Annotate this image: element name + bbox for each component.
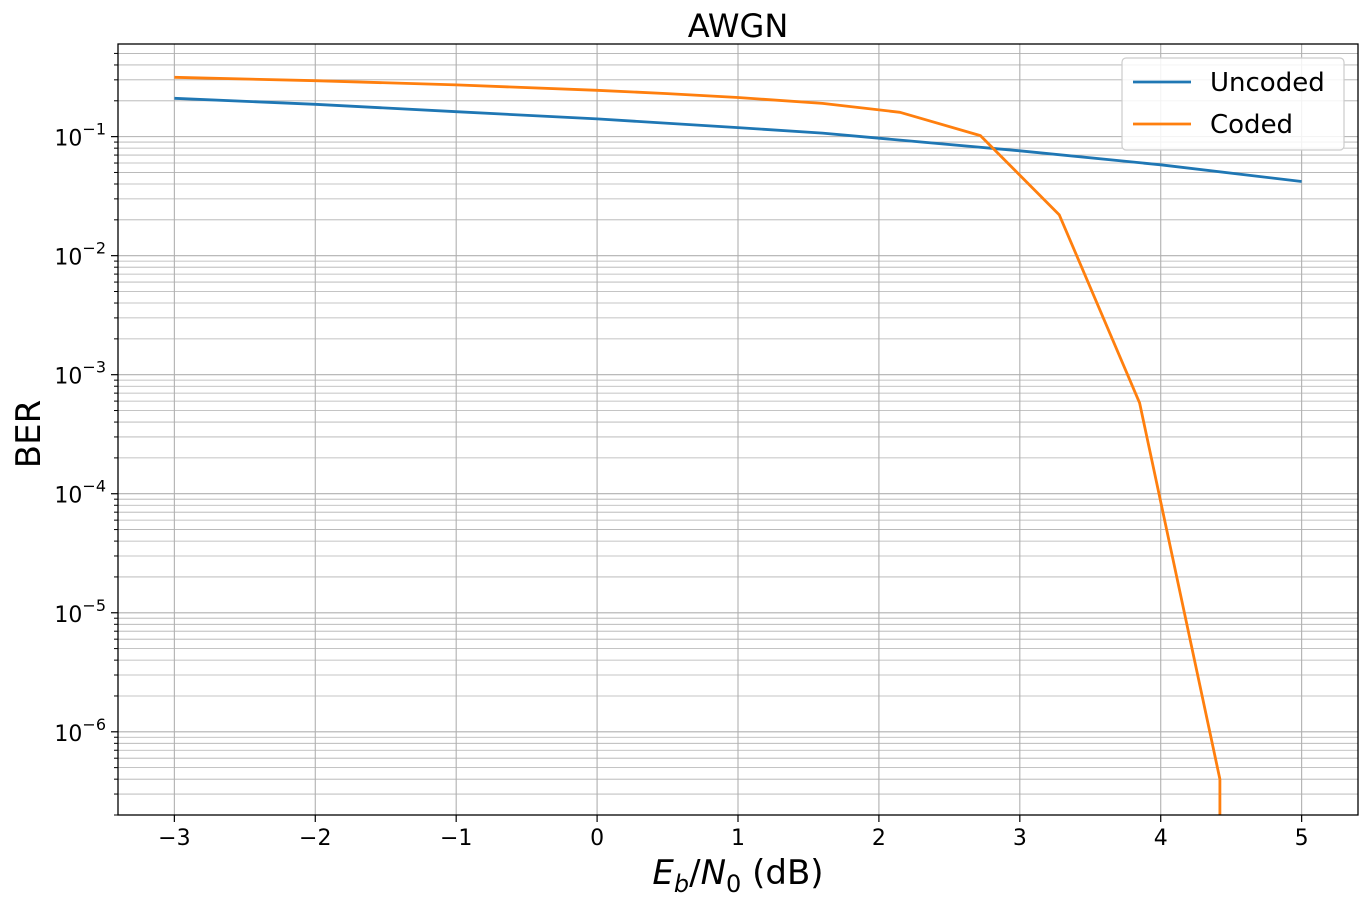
y-tick-label: 10−3 <box>54 358 106 390</box>
y-tick-label: 10−5 <box>54 596 106 628</box>
y-axis-ticks: 10−1 10−2 10−3 10−4 10−5 10−6 <box>54 52 118 816</box>
x-tick-label: −2 <box>299 826 331 851</box>
x-axis-label-var2: N <box>701 853 726 893</box>
x-tick-label: 1 <box>731 826 745 851</box>
y-axis-label: BER <box>9 400 49 468</box>
legend-label-coded: Coded <box>1210 110 1293 140</box>
x-tick-label: −1 <box>440 826 472 851</box>
chart-title: AWGN <box>688 7 789 45</box>
legend-label-uncoded: Uncoded <box>1210 68 1325 98</box>
x-tick-label: 4 <box>1154 826 1168 851</box>
y-tick-label: 10−4 <box>54 477 106 509</box>
x-axis-ticks: −3 −2 −1 0 1 2 3 4 5 <box>158 815 1309 851</box>
major-grid <box>118 44 1358 815</box>
x-tick-label: 5 <box>1295 826 1309 851</box>
x-axis-label-unit: (dB) <box>741 853 823 893</box>
x-axis-label-sub1: b <box>674 870 689 898</box>
series-line-coded <box>174 75 1222 815</box>
x-axis-label: Eb/N0 (dB) <box>652 853 823 898</box>
y-tick-label: 10−2 <box>54 239 106 271</box>
y-tick-label: 10−1 <box>54 120 106 152</box>
series-line-uncoded <box>174 96 1302 183</box>
y-tick-label: 10−6 <box>54 715 106 747</box>
legend: Uncoded Coded <box>1121 57 1345 151</box>
series-layer <box>174 75 1302 815</box>
x-tick-label: 2 <box>872 826 886 851</box>
x-tick-label: 3 <box>1013 826 1027 851</box>
x-tick-label: −3 <box>158 826 190 851</box>
x-axis-label-sub2: 0 <box>726 870 741 898</box>
x-axis-label-var: E <box>652 853 674 893</box>
x-tick-label: 0 <box>590 826 604 851</box>
x-axis-label-sep: / <box>689 853 701 893</box>
